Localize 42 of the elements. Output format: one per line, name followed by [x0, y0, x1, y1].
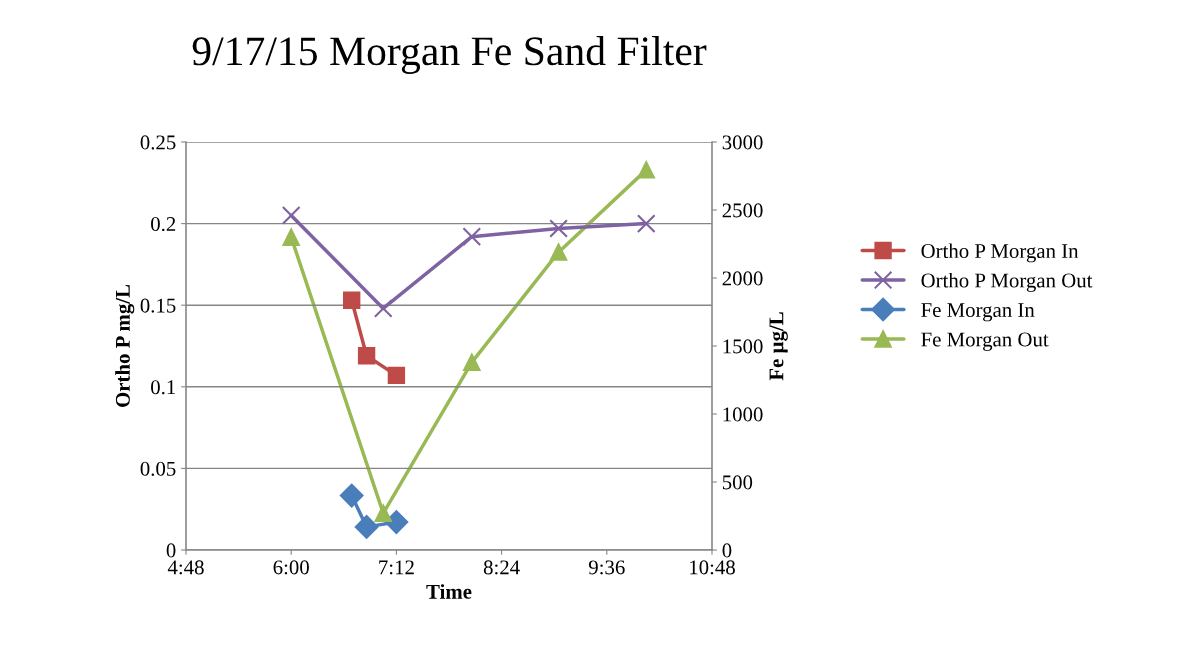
point	[549, 243, 568, 261]
y-tick-label: 0.2	[151, 216, 176, 232]
x-axis-title: Time	[426, 584, 472, 599]
point	[281, 206, 301, 225]
y2-tick-label: 1500	[723, 339, 763, 354]
y2-tick-label: 1000	[723, 407, 763, 422]
x-tick-label: 8:24	[483, 560, 520, 575]
x-tick-label: 4:48	[167, 560, 204, 575]
x-tick-label: 10:48	[690, 560, 735, 575]
y2-tick-label: 3000	[722, 135, 763, 150]
chart-title: 9/17/15 Morgan Fe Sand Filter	[192, 36, 707, 74]
y-tick-label: 0.25	[140, 135, 176, 150]
legend-label: Ortho P Morgan Out	[921, 272, 1093, 292]
point	[549, 219, 568, 238]
point	[354, 515, 379, 539]
y2-axis-title: Fe µg/L	[769, 312, 788, 381]
point	[637, 161, 655, 179]
x-tick-label: 7:12	[379, 560, 414, 575]
y-tick-label: 0.15	[140, 298, 176, 313]
point	[343, 291, 361, 309]
y2-tick-label: 2500	[722, 203, 763, 218]
y2-tick-label: 2000	[722, 271, 763, 286]
point	[384, 510, 409, 534]
y2-tick-label: 0	[722, 543, 732, 558]
point	[387, 366, 406, 385]
legend-label: Fe Morgan In	[921, 303, 1035, 322]
point	[462, 227, 482, 247]
x-tick-label: 9:36	[588, 560, 625, 575]
y2-tick-label: 500	[722, 475, 753, 490]
y-axis-title: Ortho P mg/L	[115, 284, 135, 407]
legend-label: Ortho P Morgan In	[921, 243, 1079, 263]
point	[339, 483, 364, 508]
point	[357, 347, 376, 365]
y-tick-label: 0	[166, 543, 176, 558]
y-tick-label: 0.05	[140, 461, 176, 476]
legend-label: Fe Morgan Out	[921, 332, 1049, 351]
x-tick-label: 6:00	[273, 560, 309, 575]
y-tick-label: 0.1	[151, 380, 176, 395]
point	[636, 214, 656, 233]
point	[463, 353, 481, 371]
point	[282, 228, 300, 246]
point	[374, 504, 392, 522]
